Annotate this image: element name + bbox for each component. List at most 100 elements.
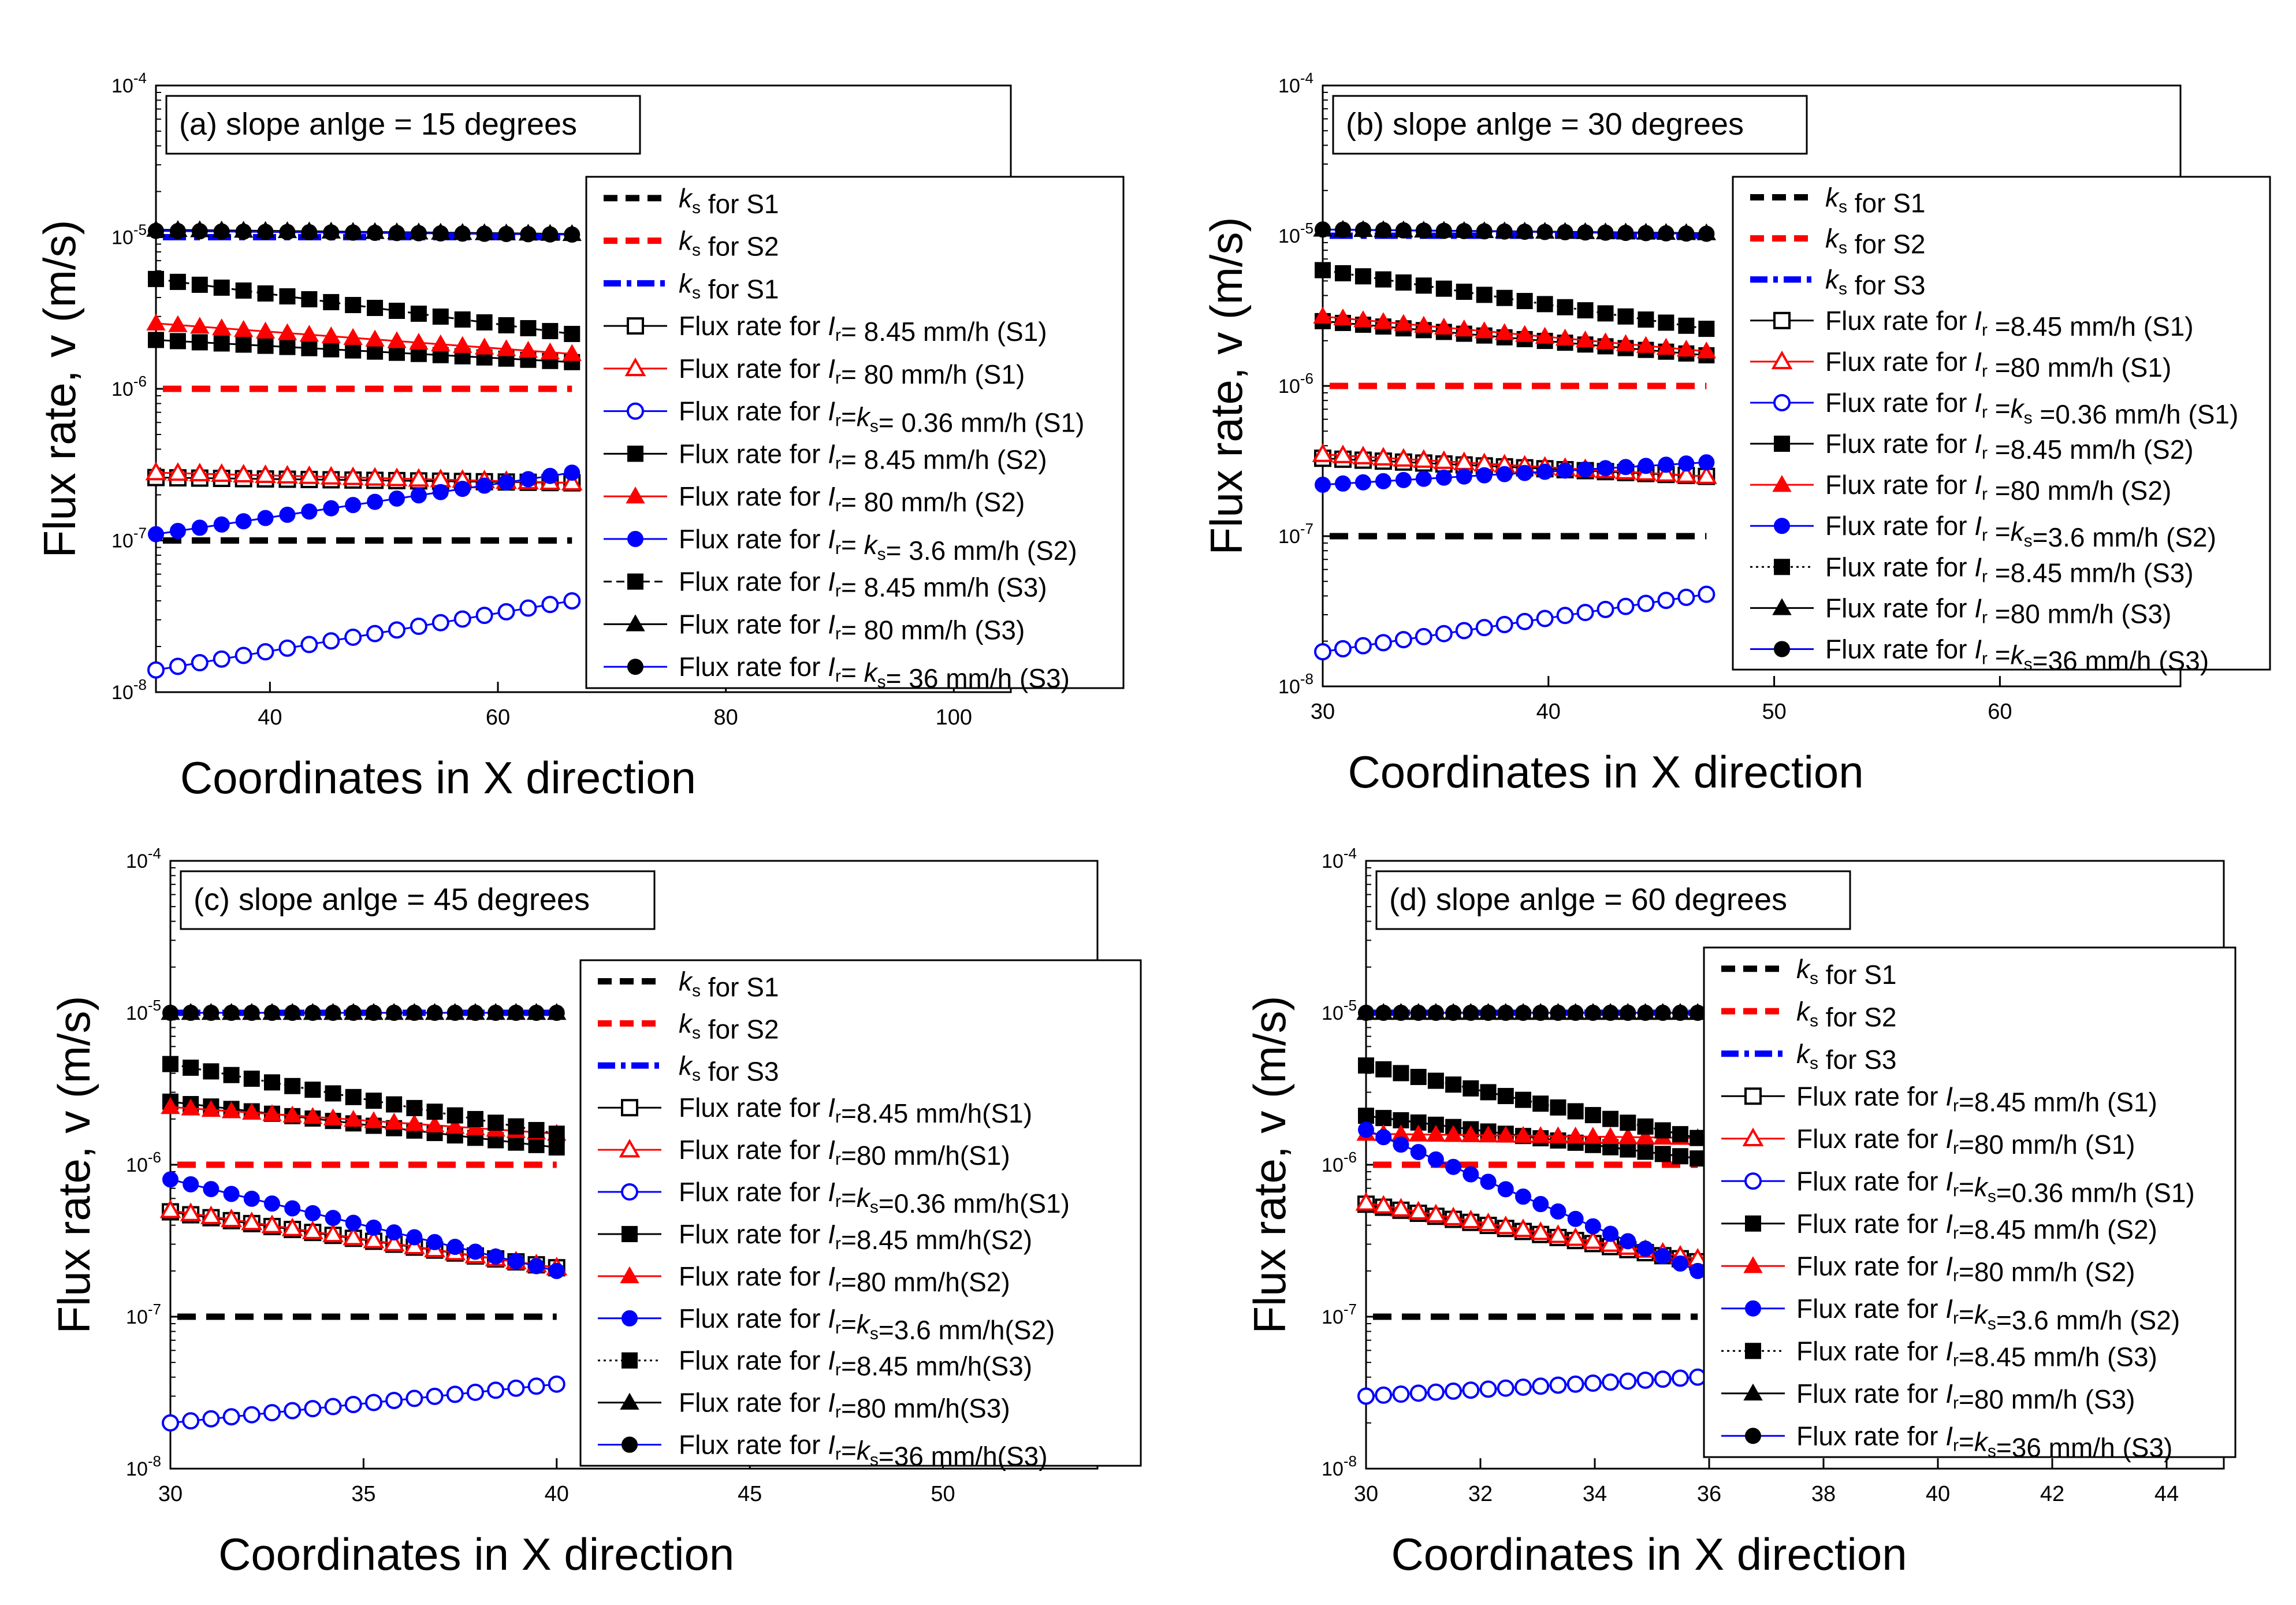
legend-marker	[1773, 311, 1791, 329]
series	[162, 1171, 565, 1279]
data-point	[475, 607, 493, 625]
legend-label: Flux rate for Ir=8.45 mm/h (S2)	[1796, 1209, 2157, 1244]
series	[1312, 443, 1717, 484]
data-point	[410, 225, 427, 242]
legend-label: Flux rate for Ir=8.45 mm/h(S3)	[679, 1346, 1032, 1381]
data-point	[1637, 595, 1655, 612]
x-tick-label: 30	[158, 1482, 183, 1506]
y-tick-label: 10-6	[1322, 1149, 1357, 1176]
data-point	[1442, 1206, 1464, 1225]
data-point	[169, 273, 186, 290]
data-point	[1414, 315, 1434, 333]
data-point	[1395, 471, 1412, 488]
data-point	[542, 467, 559, 484]
data-point	[408, 468, 430, 487]
series	[1315, 221, 1715, 242]
x-tick-label: 30	[1311, 700, 1335, 724]
data-point	[1565, 1227, 1587, 1246]
data-point	[476, 225, 493, 242]
title-box	[1332, 95, 1808, 155]
legend-label: Flux rate for Ir= ks= 36 mm/h (S3)	[679, 652, 1070, 693]
data-point	[364, 1111, 384, 1128]
data-point	[1435, 280, 1452, 297]
data-point	[1602, 1225, 1619, 1242]
data-point	[431, 614, 449, 631]
data-point	[406, 1229, 423, 1246]
data-point	[325, 1210, 341, 1227]
series	[148, 270, 580, 343]
data-point	[367, 299, 384, 316]
data-point	[191, 276, 208, 293]
data-point	[1584, 1374, 1602, 1392]
legend-marker	[1745, 1300, 1761, 1317]
data-point	[190, 317, 210, 334]
data-point	[1532, 1377, 1550, 1395]
data-point	[425, 1115, 445, 1132]
data-point	[561, 471, 583, 491]
data-point	[1689, 1368, 1707, 1386]
data-point	[262, 1104, 282, 1121]
y-axis-label: Flux rate, v (m/s)	[1244, 995, 1295, 1333]
x-axis-label: Coordinates in X direction	[1391, 1529, 1907, 1580]
data-point	[432, 308, 449, 325]
data-point	[476, 314, 493, 331]
data-point	[1597, 600, 1614, 618]
data-point	[1549, 1376, 1567, 1394]
data-point	[1601, 1127, 1620, 1144]
data-point	[304, 1082, 321, 1098]
data-point	[1547, 1224, 1569, 1243]
data-point	[1696, 341, 1717, 359]
legend-label: Flux rate for Ir =8.45 mm/h (S3)	[1825, 552, 2194, 588]
legend-label: ks for S1	[679, 183, 779, 219]
data-point	[1531, 1126, 1550, 1143]
data-point	[445, 1117, 465, 1134]
data-point	[496, 339, 516, 356]
legend-marker	[627, 317, 644, 335]
data-point	[243, 1406, 261, 1424]
data-point	[1496, 223, 1513, 240]
data-point	[159, 1199, 181, 1218]
data-point	[528, 1136, 545, 1153]
data-point	[1375, 1061, 1392, 1078]
data-point	[323, 500, 340, 517]
data-point	[1435, 469, 1452, 486]
data-point	[467, 1005, 483, 1021]
legend-label: Flux rate for Ir=ks=0.36 mm/h(S1)	[679, 1177, 1070, 1218]
legend-label: ks for S1	[1796, 954, 1897, 990]
series	[162, 1093, 565, 1156]
data-point	[304, 1400, 322, 1418]
data-point	[279, 339, 296, 355]
data-point	[446, 1239, 463, 1255]
data-point	[1536, 224, 1553, 240]
series	[1315, 454, 1715, 493]
data-point	[1413, 449, 1435, 468]
data-point	[541, 596, 559, 614]
data-point	[257, 224, 274, 240]
data-point	[1617, 597, 1635, 615]
data-point	[528, 1121, 545, 1138]
data-point	[1617, 459, 1634, 475]
data-point	[1443, 1125, 1463, 1142]
data-point	[365, 1093, 382, 1109]
data-point	[453, 610, 471, 628]
data-point	[1698, 225, 1715, 242]
data-point	[1638, 458, 1654, 474]
data-point	[213, 516, 230, 533]
legend-marker	[1745, 1428, 1761, 1444]
panel-title: (d) slope anlge = 60 degrees	[1375, 870, 1851, 930]
data-point	[1557, 224, 1573, 240]
data-point	[1410, 1005, 1427, 1021]
data-point	[1536, 610, 1554, 627]
series	[1357, 1195, 1707, 1270]
data-point	[320, 466, 342, 485]
legend-box	[1732, 176, 2271, 671]
data-point	[388, 302, 405, 319]
data-point	[278, 639, 296, 657]
data-point	[146, 313, 166, 330]
data-point	[1374, 312, 1393, 329]
data-point	[191, 519, 208, 536]
data-point	[1577, 302, 1594, 319]
data-point	[182, 1412, 200, 1430]
data-point	[1514, 1091, 1531, 1108]
data-point	[1415, 470, 1432, 487]
